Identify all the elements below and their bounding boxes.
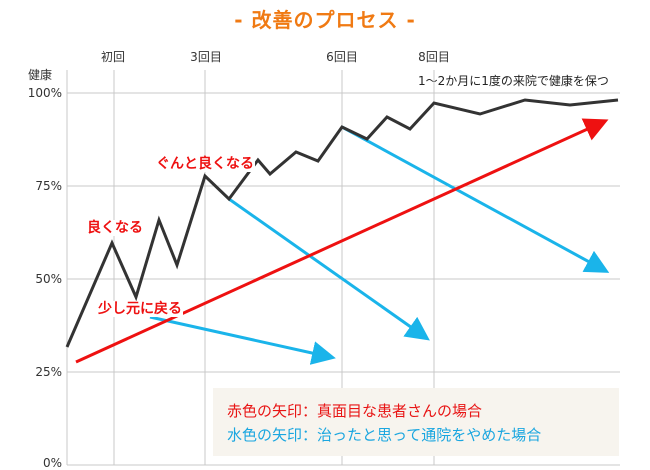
y-tick-50: 50% [35,272,62,286]
annotation-improve: 良くなる [86,220,144,236]
y-tick-25: 25% [35,365,62,379]
legend-blue: 水色の矢印：治ったと思って通院をやめた場合 [227,426,542,444]
maintenance-note: 1〜2か月に1度の来院で健康を保つ [418,74,609,88]
legend-box: 赤色の矢印：真面目な患者さんの場合 水色の矢印：治ったと思って通院をやめた場合 [213,388,619,456]
chart-title: - 改善のプロセス - [234,8,416,32]
y-tick-0: 0% [42,456,62,470]
x-tick-3rd: 3回目 [190,50,222,64]
legend-red: 赤色の矢印：真面目な患者さんの場合 [227,402,483,420]
x-tick-first: 初回 [100,50,126,64]
annotation-big-improve: ぐんと良くなる [155,156,255,172]
red-arrow [75,118,609,364]
x-tick-6th: 6回目 [326,50,358,64]
health-line [65,98,619,348]
annotation-relapse: 少し元に戻る [97,301,183,317]
x-tick-8th: 8回目 [418,50,450,64]
y-tick-75: 75% [35,179,62,193]
y-axis-title: 健康 [28,68,53,82]
blue-arrows [149,125,610,365]
y-tick-100: 100% [27,86,62,100]
